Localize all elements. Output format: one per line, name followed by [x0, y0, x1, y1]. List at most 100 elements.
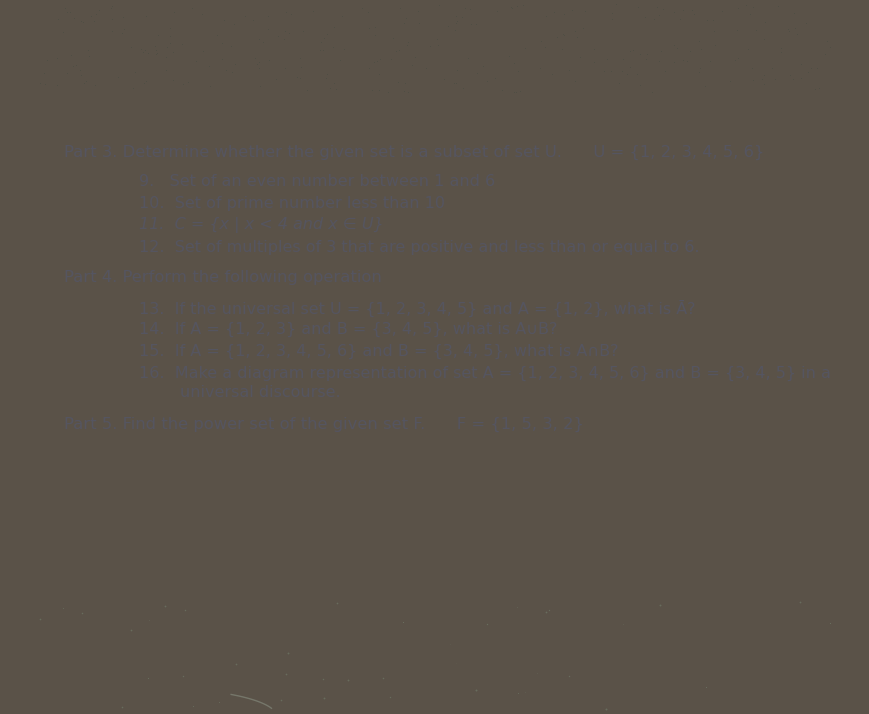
Point — [652, 599, 666, 610]
Point — [538, 606, 552, 618]
Point — [399, 13, 413, 24]
Point — [229, 659, 242, 670]
Point — [480, 618, 494, 629]
Point — [237, 11, 251, 22]
Point — [623, 45, 637, 56]
Point — [691, 66, 705, 78]
Text: 10.  Set of prime number less than 10: 10. Set of prime number less than 10 — [139, 196, 445, 211]
Point — [335, 10, 349, 21]
Point — [530, 668, 544, 679]
Point — [261, 24, 275, 35]
Point — [675, 4, 689, 16]
Point — [37, 67, 51, 79]
Point — [469, 68, 483, 79]
Point — [182, 76, 196, 88]
Point — [83, 50, 96, 61]
Point — [625, 44, 639, 56]
Point — [557, 29, 571, 40]
Point — [123, 41, 137, 53]
Point — [640, 49, 653, 60]
Point — [567, 75, 581, 86]
Point — [58, 2, 72, 14]
Point — [692, 62, 706, 74]
Point — [202, 61, 216, 72]
Point — [756, 69, 770, 81]
Point — [105, 14, 119, 25]
Point — [567, 25, 581, 36]
Point — [141, 672, 155, 683]
Point — [149, 48, 163, 59]
Text: 16.  Make a diagram representation of set A = {1, 2, 3, 4, 5, 6} and B = {3, 4, : 16. Make a diagram representation of set… — [139, 366, 830, 381]
Point — [370, 55, 384, 66]
Point — [166, 46, 180, 58]
Point — [327, 78, 341, 89]
Point — [638, 11, 652, 23]
Point — [228, 59, 242, 70]
Point — [248, 52, 262, 64]
Point — [319, 72, 333, 84]
Text: 13.  If the universal set U = {1, 2, 3, 4, 5} and A = {1, 2}, what is Ā?: 13. If the universal set U = {1, 2, 3, 4… — [139, 299, 695, 316]
Point — [320, 69, 334, 80]
Point — [615, 618, 629, 629]
Point — [150, 47, 164, 59]
Point — [464, 19, 478, 30]
Point — [368, 29, 381, 41]
Text: Part 5. Find the power set of the given set F.      F = {1, 5, 3, 2}: Part 5. Find the power set of the given … — [63, 417, 583, 432]
Point — [252, 80, 266, 91]
Point — [517, 686, 531, 698]
Point — [612, 77, 626, 89]
Point — [116, 11, 129, 23]
Point — [66, 60, 80, 71]
Point — [781, 25, 795, 36]
Point — [262, 54, 276, 66]
Point — [252, 62, 266, 74]
Point — [811, 82, 825, 94]
Point — [545, 69, 559, 80]
Point — [163, 30, 177, 41]
Point — [488, 72, 501, 84]
Point — [757, 16, 771, 28]
Point — [67, 12, 81, 24]
Point — [313, 44, 327, 55]
Point — [803, 62, 817, 74]
Point — [316, 44, 330, 56]
Point — [142, 614, 156, 625]
Point — [556, 8, 570, 19]
Point — [401, 36, 415, 48]
Point — [649, 1, 663, 13]
Point — [277, 25, 291, 36]
Point — [702, 55, 716, 66]
Point — [341, 675, 355, 686]
Point — [823, 618, 837, 629]
Point — [74, 69, 88, 81]
Point — [141, 47, 155, 59]
Point — [323, 82, 337, 94]
Point — [727, 54, 741, 66]
Point — [271, 31, 285, 42]
Point — [371, 84, 385, 96]
Point — [381, 86, 395, 98]
Point — [315, 673, 329, 685]
Point — [667, 6, 680, 17]
Point — [279, 7, 293, 19]
Point — [391, 76, 405, 88]
Point — [537, 41, 551, 53]
Point — [419, 62, 433, 74]
Point — [282, 27, 295, 39]
Point — [569, 31, 583, 43]
Point — [63, 49, 77, 61]
Point — [809, 63, 823, 74]
Point — [395, 616, 409, 628]
Point — [785, 74, 799, 85]
Point — [475, 61, 489, 72]
Point — [176, 39, 189, 50]
Point — [69, 59, 83, 71]
Point — [448, 17, 462, 29]
Point — [333, 54, 347, 66]
Point — [547, 6, 561, 18]
Point — [165, 74, 179, 86]
Point — [115, 702, 129, 713]
Point — [215, 54, 229, 65]
Point — [411, 5, 425, 16]
Point — [56, 602, 70, 613]
